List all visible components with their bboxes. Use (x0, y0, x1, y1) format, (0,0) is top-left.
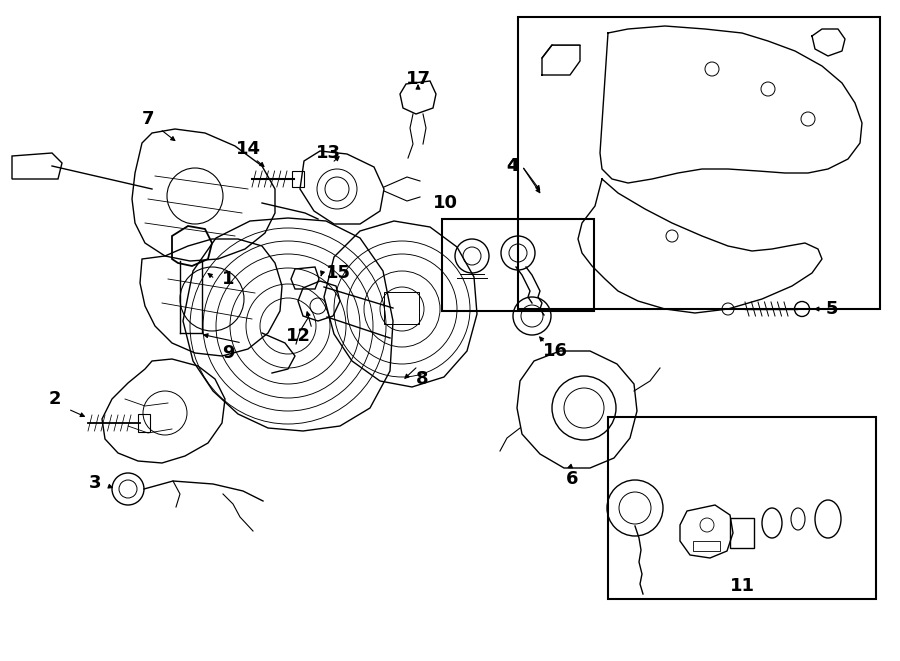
Text: 6: 6 (566, 470, 578, 488)
Bar (608, 417, 876, 599)
Text: 11: 11 (730, 577, 754, 595)
Bar (518, 17, 880, 309)
Text: 14: 14 (236, 140, 260, 158)
Text: 1: 1 (221, 270, 234, 288)
Text: 15: 15 (326, 264, 350, 282)
Text: 7: 7 (142, 110, 154, 128)
Text: 13: 13 (316, 144, 340, 162)
Text: 3: 3 (89, 474, 101, 492)
Bar (384, 292, 419, 324)
Text: 4: 4 (506, 157, 518, 175)
Bar (442, 219, 594, 311)
Text: 12: 12 (285, 327, 310, 345)
Text: 5: 5 (826, 300, 838, 318)
Text: 2: 2 (49, 390, 61, 408)
Text: 9: 9 (221, 344, 234, 362)
Text: 16: 16 (543, 342, 568, 360)
Text: 4: 4 (506, 157, 518, 175)
Text: 10: 10 (433, 194, 457, 212)
Text: 17: 17 (406, 70, 430, 88)
Text: 8: 8 (416, 370, 428, 388)
